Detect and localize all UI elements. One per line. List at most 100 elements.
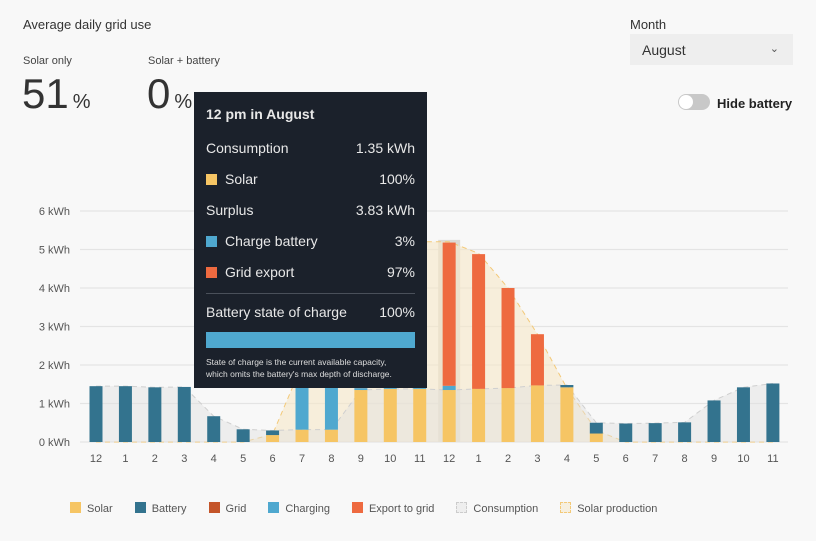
bar-battery[interactable] (148, 387, 162, 442)
tooltip-consumption: Consumption 1.35 kWh (206, 132, 415, 163)
bar-charging[interactable] (442, 385, 456, 391)
month-select[interactable]: August ⌄ (630, 34, 793, 65)
bar-solar[interactable] (560, 387, 574, 442)
bar-export[interactable] (472, 254, 486, 389)
bar-solar[interactable] (295, 429, 309, 442)
bar-battery[interactable] (619, 423, 633, 442)
bar-solar[interactable] (324, 429, 338, 442)
solar-battery-label: Solar + battery (148, 55, 220, 67)
x-tick-label: 2 (152, 453, 158, 465)
bar-battery[interactable] (560, 385, 574, 388)
bar-battery[interactable] (648, 423, 662, 442)
bar-solar[interactable] (530, 385, 544, 442)
x-tick-label: 8 (328, 453, 334, 465)
tooltip: 12 pm in August Consumption 1.35 kWh Sola… (194, 92, 427, 388)
bar-solar[interactable] (354, 390, 368, 442)
x-tick-label: 9 (711, 453, 717, 465)
soc-bar (206, 332, 415, 348)
legend-label: Export to grid (368, 503, 435, 515)
x-tick-label: 10 (384, 453, 396, 465)
bar-charging[interactable] (354, 388, 368, 391)
month-value: August (642, 42, 686, 58)
y-tick-label: 0 kWh (39, 437, 70, 449)
legend-item-charging: Charging (268, 502, 330, 515)
x-tick-label: 3 (534, 453, 540, 465)
bar-battery[interactable] (177, 386, 191, 442)
bar-battery[interactable] (589, 422, 603, 434)
x-tick-label: 6 (623, 453, 629, 465)
legend-swatch (134, 502, 146, 513)
value: 100% (379, 304, 415, 320)
bar-export[interactable] (442, 242, 456, 386)
x-tick-label: 11 (414, 453, 425, 465)
legend-label: Charging (285, 503, 330, 515)
y-tick-label: 6 kWh (39, 206, 70, 218)
legend-label: Solar production (577, 503, 658, 515)
percent-sign: % (72, 91, 91, 113)
solar-swatch (206, 173, 217, 185)
bar-battery[interactable] (678, 422, 692, 442)
label: Surplus (206, 201, 254, 218)
bar-solar[interactable] (383, 388, 397, 442)
y-tick-label: 2 kWh (39, 360, 70, 372)
x-tick-label: 1 (122, 453, 128, 465)
legend-swatch (456, 502, 468, 513)
charging-swatch (206, 235, 217, 247)
x-tick-label: 7 (299, 453, 305, 465)
x-tick-label: 10 (737, 453, 749, 465)
value: 100% (379, 170, 415, 187)
label: Battery state of charge (206, 304, 347, 320)
bar-solar[interactable] (501, 388, 515, 442)
bar-solar[interactable] (442, 390, 456, 442)
bar-export[interactable] (501, 288, 515, 389)
label: Charge battery (225, 232, 318, 249)
percent-sign: % (174, 91, 193, 113)
x-tick-label: 5 (593, 453, 599, 465)
bar-battery[interactable] (89, 386, 103, 442)
y-tick-label: 3 kWh (39, 322, 70, 334)
bar-export[interactable] (530, 334, 544, 386)
page-title: Average daily grid use (23, 17, 152, 32)
tooltip-charge: Charge battery 3% (206, 225, 415, 256)
bar-battery[interactable] (236, 429, 250, 442)
legend-item-battery: Battery (134, 502, 187, 515)
bar-solar[interactable] (589, 433, 603, 442)
toggle-knob (679, 95, 693, 109)
export-swatch (206, 266, 217, 278)
hide-battery-label: Hide battery (717, 96, 793, 111)
bar-charging[interactable] (383, 387, 397, 389)
legend-label: Battery (151, 503, 187, 515)
y-tick-label: 1 kWh (39, 399, 70, 411)
hide-battery-toggle[interactable] (678, 94, 710, 110)
bar-battery[interactable] (266, 430, 280, 436)
bar-battery[interactable] (707, 400, 721, 442)
consumption-area (96, 383, 773, 442)
x-tick-label: 4 (564, 453, 570, 465)
bar-battery[interactable] (766, 383, 780, 442)
bar-charging[interactable] (413, 387, 427, 389)
x-tick-label: 1 (476, 453, 482, 465)
legend-item-solar: Solar (70, 502, 113, 515)
bar-solar[interactable] (472, 388, 486, 442)
legend-swatch (560, 502, 572, 513)
legend-item-grid: Grid (208, 502, 246, 515)
y-tick-label: 4 kWh (39, 283, 70, 295)
x-tick-label: 7 (652, 453, 658, 465)
divider (206, 293, 415, 294)
x-tick-label: 3 (181, 453, 187, 465)
legend-label: Solar (87, 503, 113, 515)
solar-only-stat: 51% (22, 70, 91, 118)
month-label: Month (630, 17, 667, 32)
legend-label: Consumption (473, 503, 539, 515)
bar-solar[interactable] (413, 388, 427, 442)
solar-battery-value: 0 (147, 70, 171, 117)
x-tick-label: 12 (90, 453, 102, 465)
bar-battery[interactable] (118, 386, 132, 442)
bar-solar[interactable] (266, 435, 280, 442)
bar-battery[interactable] (736, 387, 750, 442)
value: 1.35 kWh (355, 139, 415, 156)
consumption-line (96, 382, 773, 431)
legend-swatch (70, 502, 81, 513)
bar-battery[interactable] (207, 416, 221, 442)
legend: Solar Battery Grid Charging Export to grid Co… (70, 502, 657, 515)
